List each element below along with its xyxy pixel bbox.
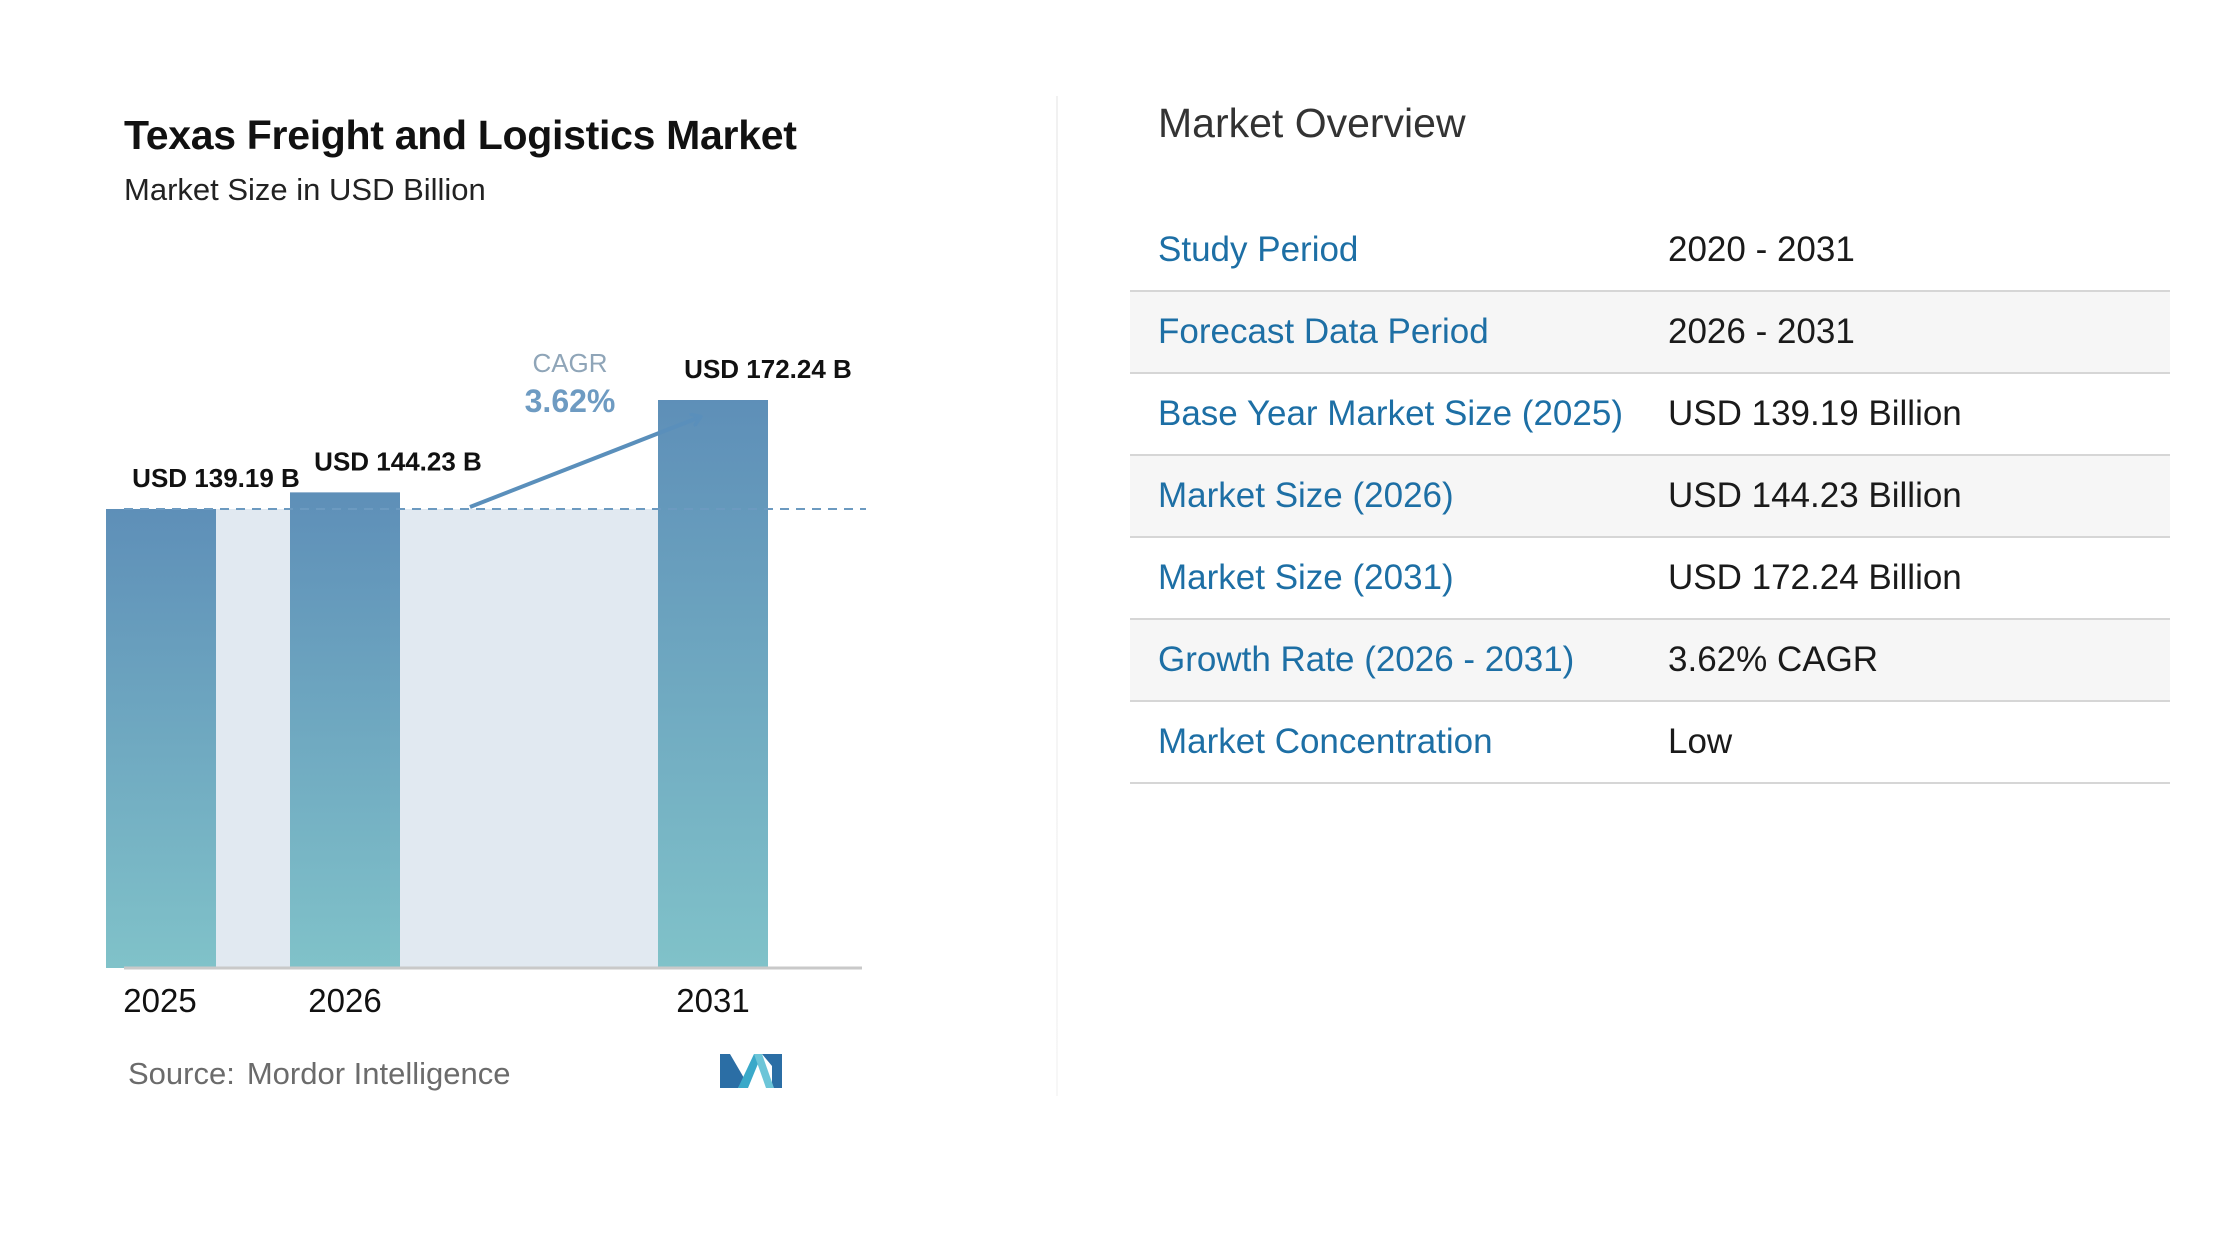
overview-row-value: USD 144.23 Billion [1668, 455, 2170, 538]
bar [658, 400, 768, 968]
overview-row: Base Year Market Size (2025) USD 139.19 B… [1130, 373, 2170, 456]
data-label: USD 172.24 B [684, 354, 852, 384]
cagr-arrow [469, 417, 700, 509]
x-tick-label: 2025 [123, 982, 196, 1019]
overview-row: Study Period 2020 - 2031 [1130, 210, 2170, 292]
overview-row-value: 3.62% CAGR [1668, 619, 2170, 702]
cagr-value: 3.62% [525, 383, 616, 419]
source-label: Source: [128, 1056, 235, 1091]
chart-title: Texas Freight and Logistics Market [124, 112, 797, 158]
overview-row-value: Low [1668, 701, 2170, 784]
bar [106, 508, 216, 968]
data-label: USD 144.23 B [314, 446, 482, 476]
source-name: Mordor Intelligence [246, 1056, 511, 1091]
overview-row-value: USD 139.19 Billion [1668, 373, 2170, 456]
chart-panel: Texas Freight and Logistics Market Marke… [0, 0, 1060, 1260]
overview-row: Growth Rate (2026 - 2031) 3.62% CAGR [1130, 619, 2170, 702]
source-line: Source: Mordor Intelligence [128, 1056, 510, 1092]
bar [290, 492, 400, 968]
overview-row-key: Market Size (2026) [1130, 455, 1668, 538]
overview-row-value: 2026 - 2031 [1668, 291, 2170, 374]
overview-row: Forecast Data Period 2026 - 2031 [1130, 291, 2170, 374]
overview-row: Market Size (2026) USD 144.23 Billion [1130, 455, 2170, 538]
overview-title: Market Overview [1158, 100, 1466, 146]
overview-row-value: USD 172.24 Billion [1668, 537, 2170, 620]
chart-subtitle: Market Size in USD Billion [124, 172, 486, 207]
bar-chart: USD 139.19 B USD 144.23 B USD 172.24 B 2025… [106, 348, 866, 1019]
x-tick-label: 2031 [676, 982, 749, 1019]
mordor-intelligence-logo [720, 1054, 782, 1088]
overview-row: Market Concentration Low [1130, 701, 2170, 784]
overview-row-key: Market Size (2031) [1130, 537, 1668, 620]
overview-row-value: 2020 - 2031 [1668, 210, 2170, 292]
panel-divider [1056, 96, 1058, 1096]
overview-row-key: Base Year Market Size (2025) [1130, 373, 1668, 456]
overview-row-key: Forecast Data Period [1130, 291, 1668, 374]
overview-row-key: Growth Rate (2026 - 2031) [1130, 619, 1668, 702]
data-label: USD 139.19 B [132, 463, 300, 493]
cagr-label: CAGR [532, 348, 607, 378]
x-tick-label: 2026 [308, 982, 381, 1019]
overview-row-key: Study Period [1130, 210, 1668, 292]
cagr-annotation: CAGR 3.62% [469, 348, 700, 509]
overview-row-key: Market Concentration [1130, 701, 1668, 784]
overview-row: Market Size (2031) USD 172.24 Billion [1130, 537, 2170, 620]
reference-band [161, 508, 713, 968]
overview-table: Study Period 2020 - 2031 Forecast Data Per… [1130, 210, 2170, 784]
